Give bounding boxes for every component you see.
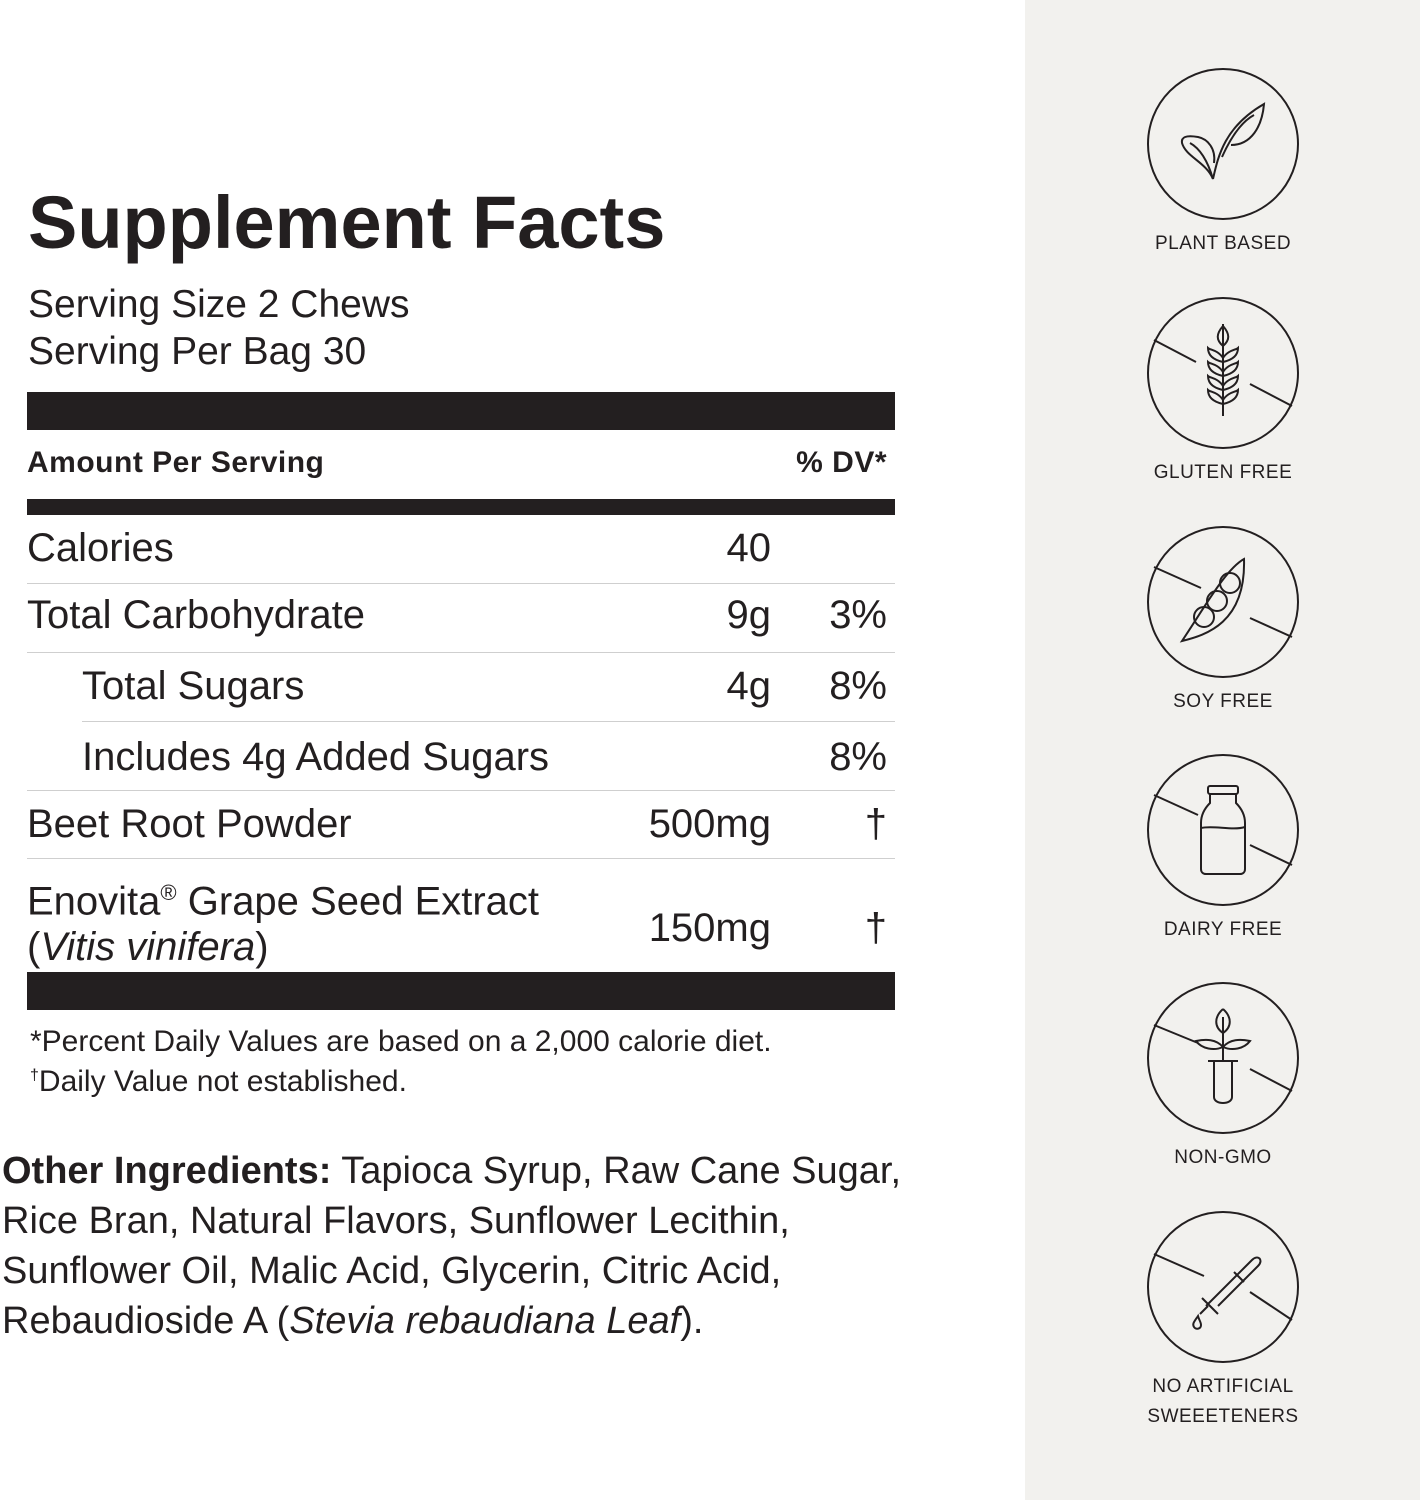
badge-dairy-free: DAIRY FREE <box>1146 753 1300 940</box>
row-label: Total Sugars <box>82 664 305 708</box>
amount-header: Amount Per Serving <box>27 446 325 479</box>
row-divider <box>82 721 895 722</box>
badge-soy-free: SOY FREE <box>1146 525 1300 712</box>
row-label: Enovita® Grape Seed Extract (Vitis vinife… <box>27 879 540 970</box>
serving-size: Serving Size 2 Chews <box>28 283 410 326</box>
table-row: Enovita® Grape Seed Extract (Vitis vinife… <box>27 870 895 969</box>
leaf-icon <box>1147 68 1299 220</box>
row-amount: 500mg <box>648 802 771 846</box>
milk-bottle-icon <box>1147 754 1299 906</box>
row-dv: 3% <box>829 593 887 637</box>
row-label: Beet Root Powder <box>27 802 352 846</box>
badge-panel <box>1025 0 1420 1500</box>
page-title: Supplement Facts <box>28 181 666 264</box>
row-dv: 8% <box>829 735 887 779</box>
row-amount: 4g <box>726 664 772 708</box>
badge-plant-based: PLANT BASED <box>1146 67 1300 254</box>
other-ingredients: Other Ingredients: Tapioca Syrup, Raw Ca… <box>2 1150 902 1342</box>
wheat-icon <box>1147 297 1299 449</box>
badge-gluten-free: GLUTEN FREE <box>1146 296 1300 483</box>
footnote-dagger: †Daily Value not established. <box>30 1065 407 1098</box>
divider-bar <box>27 392 895 430</box>
plant-test-tube-icon <box>1147 982 1299 1134</box>
row-dv: † <box>864 802 887 846</box>
badge-non-gmo: NON-GMO <box>1146 981 1300 1168</box>
divider-bar <box>27 499 895 515</box>
dropper-icon <box>1147 1211 1299 1363</box>
row-divider <box>27 652 895 653</box>
row-label: Includes 4g Added Sugars <box>82 735 550 779</box>
badge-no-artificial-sweeteners: NO ARTIFICIAL SWEEETENERS <box>1146 1210 1300 1427</box>
pea-pod-icon <box>1147 526 1299 678</box>
row-label: Total Carbohydrate <box>27 593 365 637</box>
row-amount: 9g <box>726 593 772 637</box>
row-dv: 8% <box>829 664 887 708</box>
divider-bar <box>27 972 895 1010</box>
row-divider <box>27 858 895 859</box>
row-divider <box>27 583 895 584</box>
footnote-percent: *Percent Daily Values are based on a 2,0… <box>30 1025 772 1058</box>
dv-header: % DV* <box>796 446 887 479</box>
row-amount: 150mg <box>648 906 771 950</box>
row-divider <box>27 790 895 791</box>
row-amount: 40 <box>726 526 772 570</box>
servings-per-container: Serving Per Bag 30 <box>28 330 367 373</box>
row-label: Calories <box>27 526 174 570</box>
row-dv: † <box>864 906 887 950</box>
